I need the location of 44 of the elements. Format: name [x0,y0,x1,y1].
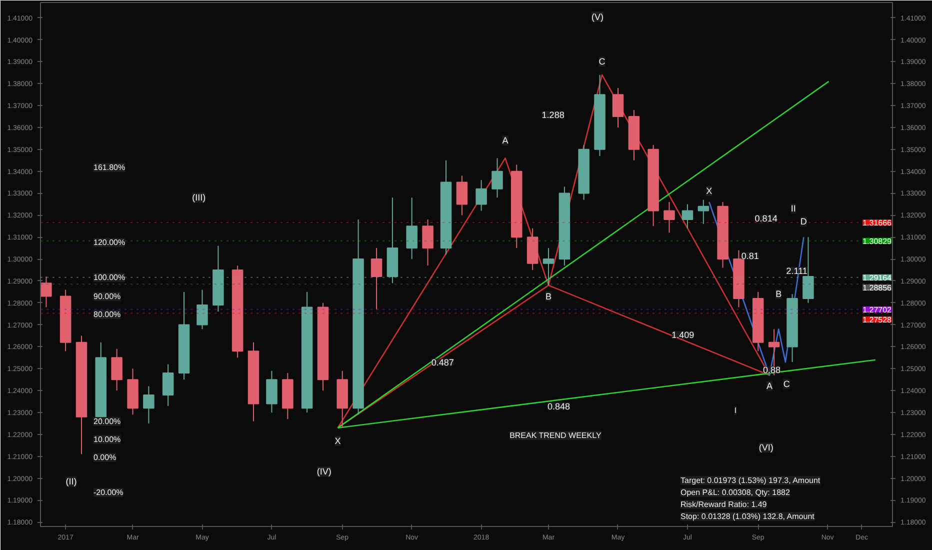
annotation: X [334,436,341,446]
annotation: Risk/Reward Ratio: 1.49 [680,500,768,509]
annotation: 10.00% [94,435,121,444]
annotation: 0.814 [754,214,778,224]
annotation: C [783,378,790,389]
annotation: (IV) [316,466,332,477]
annotation: D [800,216,808,227]
annotation: 0.848 [548,401,570,412]
annotation: I [734,406,737,415]
annotation: 0.487 [431,358,454,368]
annotation: (V) [591,12,604,22]
ref-line-label: 1.29164 [862,273,892,282]
ref-line-label: 1.28856 [862,283,892,292]
annotation: B [776,289,782,300]
annotation: 100.00% [94,273,126,282]
annotation: (VI) [758,442,774,453]
ref-line-label: 1.27528 [862,315,892,324]
annotation: (II) [66,476,77,487]
annotation: A [502,136,508,146]
annotation: 0.81 [741,251,759,262]
annotation: II [790,204,796,214]
annotation: X [706,186,712,196]
annotation: 161.80% [94,163,126,172]
annotation: C [598,56,606,67]
annotation: Stop: 0.01328 (1.03%) 132.8, Amount [680,512,816,521]
annotation: (III) [192,192,206,203]
ref-line-label: 1.27702 [862,305,892,314]
annotation: 120.00% [94,238,126,247]
annotation: 90.00% [94,292,121,301]
ref-line-label: 1.31666 [862,218,892,228]
annotation: 1.409 [672,330,694,340]
annotation: B [546,291,552,302]
annotation: 2.111 [786,266,808,276]
annotation: 80.00% [94,310,121,319]
annotation: 0.00% [94,453,116,462]
annotation: BREAK TREND WEEKLY [510,431,602,440]
annotation: A [766,381,772,392]
annotation: Open P&L: 0.00308, Qty: 1882 [680,488,790,497]
annotation: -20.00% [94,488,124,497]
annotation: 0.88 [763,365,781,376]
annotation: 20.00% [94,417,121,426]
annotation: 1.288 [542,110,564,120]
annotation: Target: 0.01973 (1.53%) 197.3, Amount [680,476,821,485]
ref-line-label: 1.30829 [862,236,892,246]
